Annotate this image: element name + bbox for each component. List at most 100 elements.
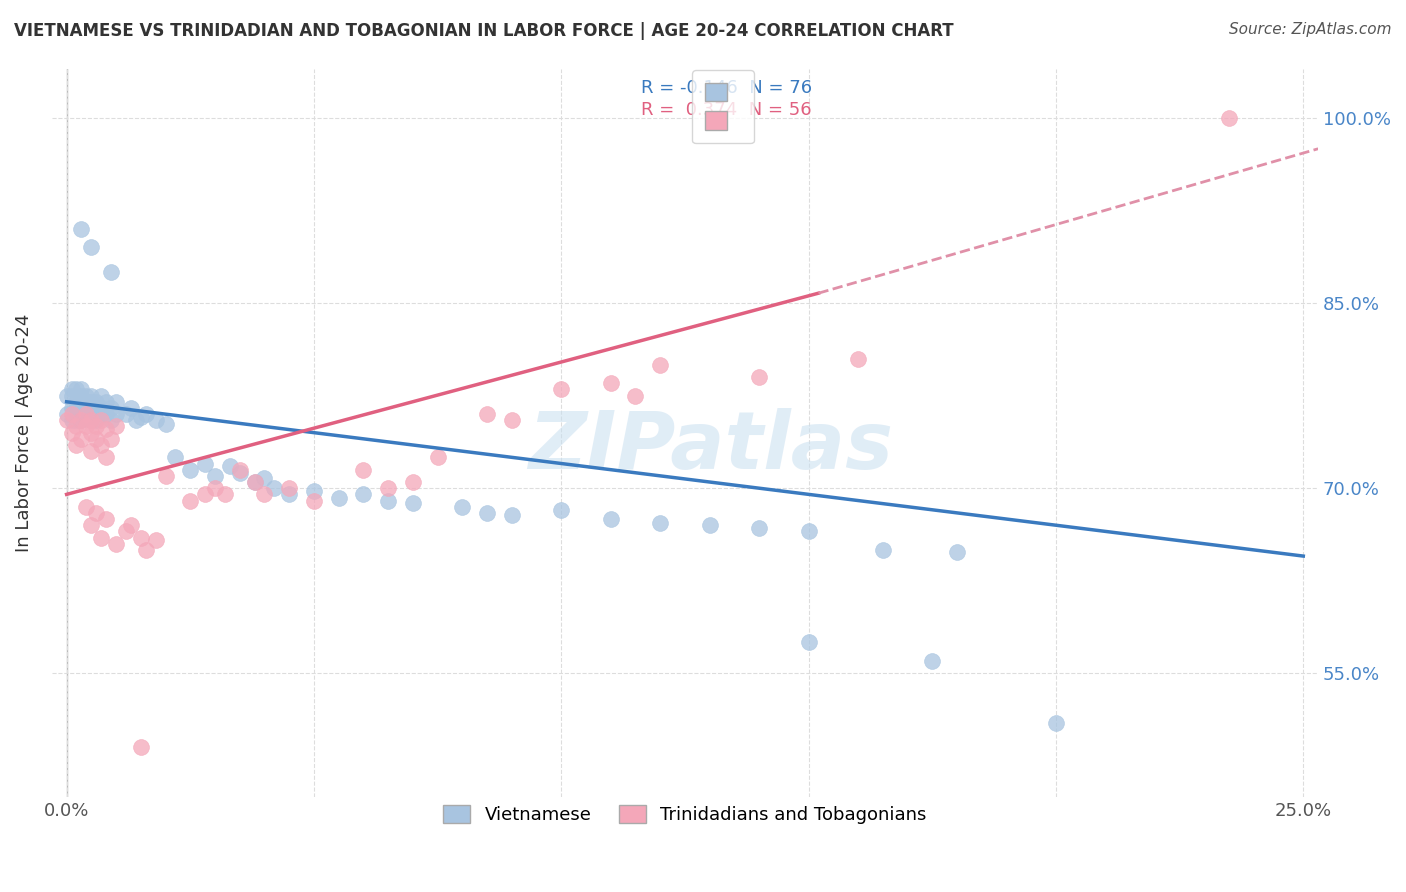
Point xyxy=(120,518,142,533)
Point xyxy=(65,407,87,421)
Point xyxy=(135,542,157,557)
Point xyxy=(100,401,122,415)
Point xyxy=(80,444,103,458)
Point xyxy=(90,407,112,421)
Point xyxy=(100,432,122,446)
Point xyxy=(501,508,523,523)
Point xyxy=(402,496,425,510)
Point xyxy=(145,413,167,427)
Point xyxy=(278,487,301,501)
Point xyxy=(475,506,498,520)
Point xyxy=(302,493,325,508)
Point xyxy=(115,407,138,421)
Point xyxy=(105,537,128,551)
Point xyxy=(179,463,201,477)
Point xyxy=(846,351,869,366)
Point xyxy=(96,422,118,436)
Point xyxy=(65,383,87,397)
Point xyxy=(100,265,122,279)
Point xyxy=(1045,715,1067,730)
Point xyxy=(80,394,103,409)
Point xyxy=(475,407,498,421)
Point xyxy=(60,401,83,415)
Point xyxy=(100,413,122,427)
Point xyxy=(55,389,77,403)
Point xyxy=(84,506,107,520)
Point xyxy=(229,463,252,477)
Text: R =  0.374  N = 56: R = 0.374 N = 56 xyxy=(641,102,811,120)
Point xyxy=(145,533,167,547)
Point xyxy=(80,413,103,427)
Point xyxy=(84,407,107,421)
Point xyxy=(328,491,350,505)
Point xyxy=(90,531,112,545)
Point xyxy=(80,518,103,533)
Point xyxy=(90,438,112,452)
Point xyxy=(55,407,77,421)
Point xyxy=(550,503,572,517)
Point xyxy=(946,545,969,559)
Point xyxy=(75,419,97,434)
Point xyxy=(624,389,647,403)
Point xyxy=(70,383,93,397)
Point xyxy=(125,413,148,427)
Point xyxy=(797,524,820,539)
Point xyxy=(80,401,103,415)
Point xyxy=(599,376,621,391)
Point xyxy=(194,457,217,471)
Point xyxy=(650,358,672,372)
Point xyxy=(60,389,83,403)
Point xyxy=(60,425,83,440)
Point xyxy=(80,389,103,403)
Point xyxy=(120,401,142,415)
Point xyxy=(302,483,325,498)
Point xyxy=(253,471,276,485)
Point xyxy=(115,524,138,539)
Point xyxy=(65,401,87,415)
Point xyxy=(451,500,474,514)
Point xyxy=(377,493,399,508)
Point xyxy=(75,389,97,403)
Point xyxy=(96,450,118,465)
Point xyxy=(599,512,621,526)
Point xyxy=(1218,111,1240,125)
Point xyxy=(84,432,107,446)
Point xyxy=(70,222,93,236)
Point xyxy=(70,394,93,409)
Point xyxy=(550,383,572,397)
Point xyxy=(748,370,770,384)
Point xyxy=(70,389,93,403)
Point xyxy=(155,417,177,431)
Point xyxy=(84,413,107,427)
Point xyxy=(253,487,276,501)
Point xyxy=(426,450,449,465)
Point xyxy=(75,407,97,421)
Point xyxy=(90,413,112,427)
Point xyxy=(55,413,77,427)
Point xyxy=(921,654,943,668)
Point xyxy=(84,419,107,434)
Point xyxy=(65,394,87,409)
Point xyxy=(96,394,118,409)
Legend: Vietnamese, Trinidadians and Tobagonians: Vietnamese, Trinidadians and Tobagonians xyxy=(433,794,938,835)
Point xyxy=(155,468,177,483)
Point xyxy=(80,425,103,440)
Text: Source: ZipAtlas.com: Source: ZipAtlas.com xyxy=(1229,22,1392,37)
Point xyxy=(75,394,97,409)
Point xyxy=(204,481,226,495)
Point xyxy=(105,419,128,434)
Text: VIETNAMESE VS TRINIDADIAN AND TOBAGONIAN IN LABOR FORCE | AGE 20-24 CORRELATION : VIETNAMESE VS TRINIDADIAN AND TOBAGONIAN… xyxy=(14,22,953,40)
Point xyxy=(194,487,217,501)
Point xyxy=(129,409,152,424)
Point xyxy=(60,413,83,427)
Text: ZIPatlas: ZIPatlas xyxy=(527,409,893,486)
Point xyxy=(129,740,152,755)
Point xyxy=(105,394,128,409)
Point xyxy=(65,438,87,452)
Point xyxy=(105,407,128,421)
Point xyxy=(243,475,266,489)
Point xyxy=(229,467,252,481)
Point xyxy=(96,407,118,421)
Point xyxy=(65,413,87,427)
Point xyxy=(75,500,97,514)
